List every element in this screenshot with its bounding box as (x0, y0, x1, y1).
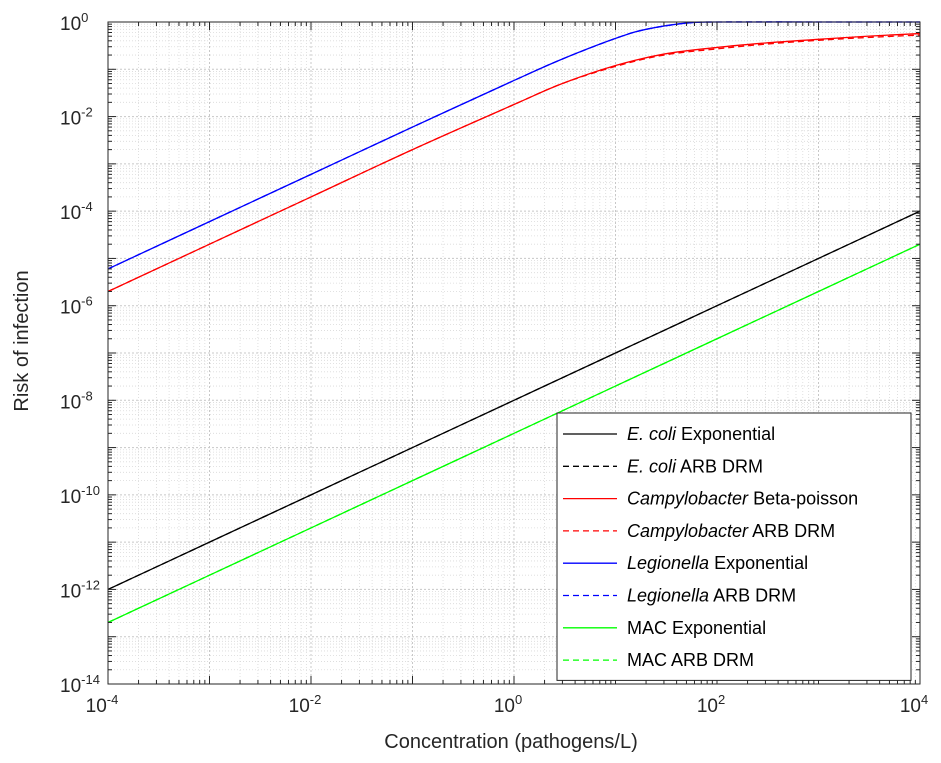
y-tick-label: 10-2 (60, 105, 93, 130)
legend-box (556, 412, 912, 681)
series-line-8 (107, 243, 921, 624)
axis-ticks (107, 21, 921, 685)
y-axis-label: Risk of infection (11, 270, 33, 411)
y-tick-label: 10-4 (60, 199, 93, 224)
series-layer (107, 21, 921, 624)
y-tick-label: 10-10 (60, 483, 100, 508)
x-tick-label: 10-2 (289, 692, 322, 717)
series-line-2 (107, 210, 921, 591)
y-tick-label: 100 (60, 10, 88, 35)
x-tick-labels: 10-4 10-2 100 102 104 (86, 692, 929, 717)
legend-entry: E. coli Exponential (627, 424, 775, 444)
y-tick-label: 10-12 (60, 577, 100, 602)
x-tick-label: 100 (494, 692, 522, 717)
x-tick-label: 10-4 (86, 692, 119, 717)
legend: E. coli Exponential E. coli ARB DRM Campyl… (556, 412, 912, 681)
legend-entry: MAC Exponential (627, 618, 766, 638)
x-tick-label: 102 (697, 692, 725, 717)
series-line-4 (107, 34, 921, 293)
y-tick-label: 10-6 (60, 294, 93, 319)
legend-entry: Campylobacter ARB DRM (627, 521, 835, 541)
y-tick-label: 10-14 (60, 672, 100, 697)
x-tick-label: 104 (900, 692, 928, 717)
x-axis-label: Concentration (pathogens/L) (384, 731, 638, 753)
legend-entry: Campylobacter Beta-poisson (627, 489, 858, 509)
legend-entry: Legionella ARB DRM (627, 586, 796, 606)
y-tick-label: 10-8 (60, 388, 93, 413)
legend-entry: Legionella Exponential (627, 553, 808, 573)
legend-entry: E. coli ARB DRM (627, 456, 763, 476)
y-tick-labels: 100 10-2 10-4 10-6 10-8 10-10 10-12 10-14 (60, 10, 100, 697)
legend-entry: MAC ARB DRM (627, 650, 754, 670)
